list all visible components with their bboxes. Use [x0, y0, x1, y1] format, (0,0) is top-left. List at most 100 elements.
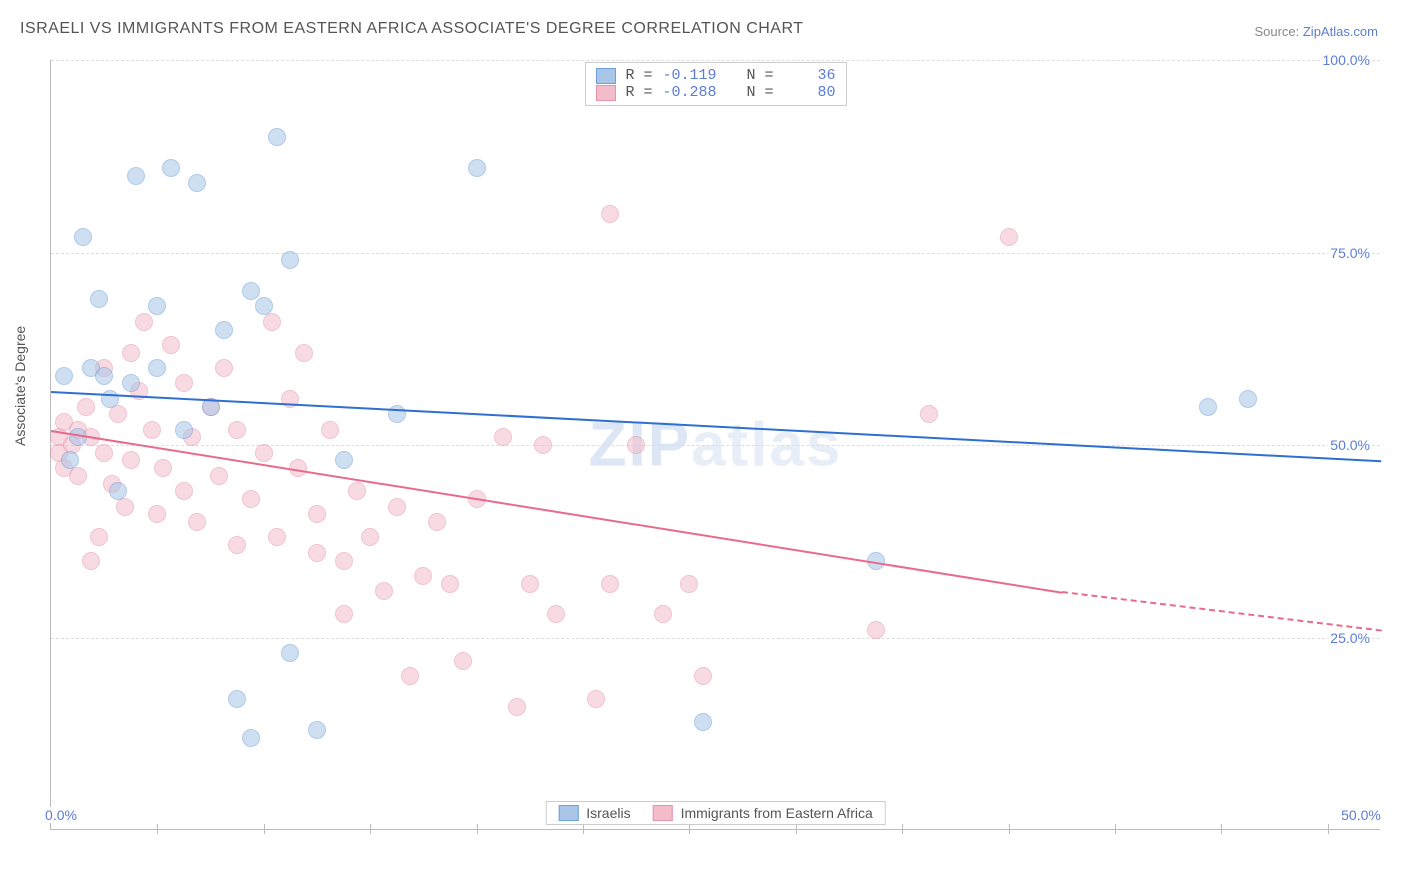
data-point [55, 367, 73, 385]
legend-r-label: R = [625, 84, 652, 101]
data-point [321, 421, 339, 439]
legend-swatch [558, 805, 578, 821]
y-tick-label: 50.0% [1328, 437, 1372, 453]
x-tick-mark [157, 824, 158, 834]
data-point [295, 344, 313, 362]
data-point [175, 482, 193, 500]
data-point [175, 421, 193, 439]
x-tick-mark [1009, 824, 1010, 834]
data-point [95, 367, 113, 385]
data-point [335, 552, 353, 570]
data-point [587, 690, 605, 708]
gridline [51, 253, 1380, 254]
series-legend-item: Immigrants from Eastern Africa [653, 805, 873, 821]
data-point [654, 605, 672, 623]
data-point [90, 290, 108, 308]
x-tick-mark [1115, 824, 1116, 834]
data-point [388, 498, 406, 516]
data-point [335, 605, 353, 623]
data-point [348, 482, 366, 500]
data-point [154, 459, 172, 477]
data-point [242, 282, 260, 300]
data-point [494, 428, 512, 446]
x-tick-label: 50.0% [1339, 807, 1383, 823]
chart-title: ISRAELI VS IMMIGRANTS FROM EASTERN AFRIC… [20, 20, 804, 38]
x-tick-mark [264, 824, 265, 834]
x-tick-mark [583, 824, 584, 834]
x-tick-mark [370, 824, 371, 834]
gridline [51, 60, 1380, 61]
data-point [867, 621, 885, 639]
y-axis-label: Associate's Degree [12, 326, 28, 446]
data-point [188, 174, 206, 192]
data-point [69, 467, 87, 485]
data-point [162, 159, 180, 177]
data-point [82, 552, 100, 570]
data-point [361, 528, 379, 546]
data-point [148, 359, 166, 377]
legend-swatch [595, 85, 615, 101]
source-prefix: Source: [1254, 24, 1302, 39]
series-legend-item: Israelis [558, 805, 630, 821]
legend-swatch [653, 805, 673, 821]
series-legend: Israelis Immigrants from Eastern Africa [545, 801, 886, 825]
x-tick-mark [477, 824, 478, 834]
y-tick-label: 75.0% [1328, 245, 1372, 261]
legend-n-value: 80 [784, 84, 836, 101]
data-point [127, 167, 145, 185]
data-point [268, 128, 286, 146]
data-point [215, 321, 233, 339]
y-tick-label: 25.0% [1328, 630, 1372, 646]
data-point [601, 205, 619, 223]
x-tick-mark [902, 824, 903, 834]
data-point [508, 698, 526, 716]
data-point [210, 467, 228, 485]
x-tick-mark [1221, 824, 1222, 834]
data-point [428, 513, 446, 531]
legend-swatch [595, 68, 615, 84]
data-point [694, 667, 712, 685]
data-point [263, 313, 281, 331]
data-point [694, 713, 712, 731]
source-link[interactable]: ZipAtlas.com [1303, 24, 1378, 39]
legend-r-value: -0.288 [662, 84, 716, 101]
data-point [109, 405, 127, 423]
data-point [255, 297, 273, 315]
data-point [143, 421, 161, 439]
series-legend-label: Israelis [586, 805, 630, 821]
legend-n-value: 36 [784, 67, 836, 84]
data-point [148, 297, 166, 315]
x-tick-mark [1328, 824, 1329, 834]
data-point [414, 567, 432, 585]
data-point [95, 444, 113, 462]
trendline-extrapolated [1062, 591, 1381, 631]
data-point [188, 513, 206, 531]
data-point [920, 405, 938, 423]
legend-row: R = -0.288 N = 80 [595, 84, 835, 101]
data-point [215, 359, 233, 377]
data-point [122, 451, 140, 469]
gridline [51, 445, 1380, 446]
data-point [601, 575, 619, 593]
data-point [90, 528, 108, 546]
legend-row: R =-0.119N =36 [595, 67, 835, 84]
scatter-plot: ZIPatlas R =-0.119N =36R =-0.288N =80 Is… [50, 60, 1380, 830]
x-tick-mark [689, 824, 690, 834]
data-point [175, 374, 193, 392]
data-point [441, 575, 459, 593]
y-tick-label: 100.0% [1321, 52, 1372, 68]
series-legend-label: Immigrants from Eastern Africa [681, 805, 873, 821]
data-point [308, 505, 326, 523]
data-point [308, 544, 326, 562]
data-point [135, 313, 153, 331]
data-point [162, 336, 180, 354]
legend-n-label: N = [747, 84, 774, 101]
legend-n-label: N = [747, 67, 774, 84]
data-point [680, 575, 698, 593]
data-point [534, 436, 552, 454]
trendline [51, 430, 1062, 594]
correlation-legend: R =-0.119N =36R =-0.288N =80 [584, 62, 846, 106]
data-point [308, 721, 326, 739]
data-point [547, 605, 565, 623]
legend-r-label: R = [625, 67, 652, 84]
